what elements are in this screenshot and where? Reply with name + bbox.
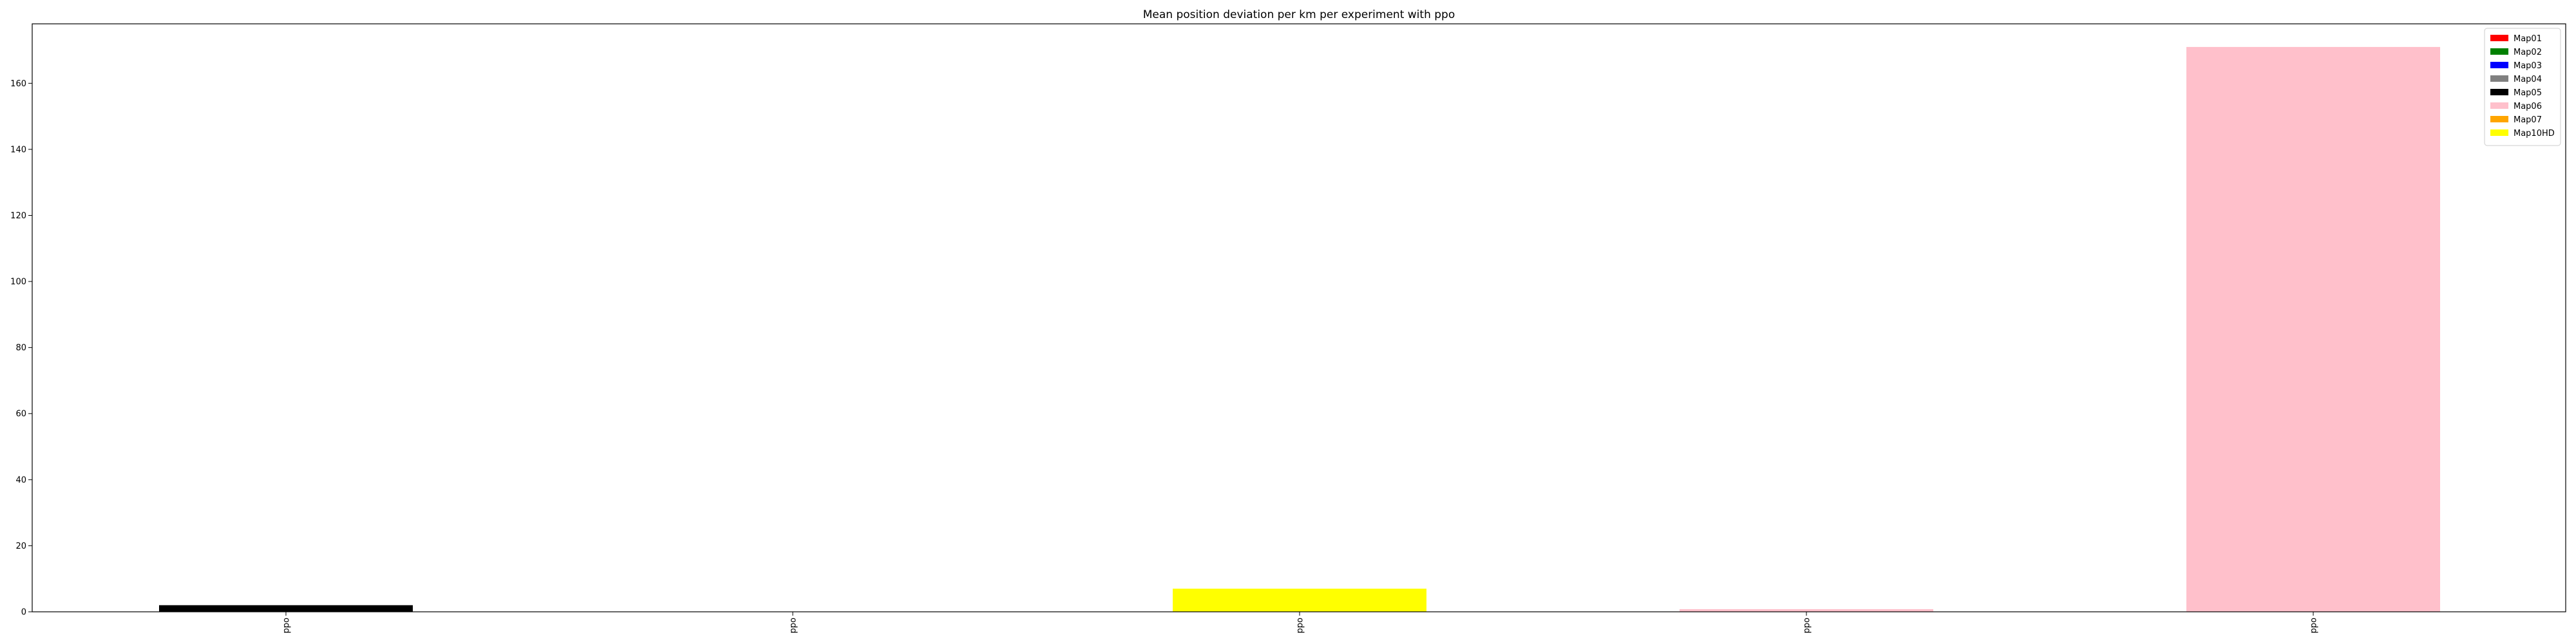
y-tick-label: 0: [21, 608, 26, 618]
y-tick-label: 60: [15, 410, 26, 419]
legend-label-map07: Map07: [2514, 115, 2542, 125]
legend-label-map05: Map05: [2514, 88, 2542, 98]
bars-layer: [159, 46, 2440, 612]
y-tick-label: 80: [15, 343, 26, 353]
legend: Map01 Map02 Map03 Map04 Map05 Map06 Map07 Map10…: [2484, 28, 2561, 146]
y-tick-label: 160: [10, 79, 26, 89]
y-axis: 0 20 40 60 80 100 120 140 160: [10, 79, 32, 618]
x-tick-label: ppo: [789, 618, 799, 634]
bar-map06-2: [1680, 609, 1933, 612]
legend-label-map02: Map02: [2514, 48, 2542, 57]
plot-frame: [32, 23, 2566, 612]
legend-frame: [2484, 28, 2561, 146]
legend-swatch-map02: [2490, 48, 2508, 55]
x-axis: ppo ppo ppo ppo ppo: [282, 612, 2319, 633]
legend-label-map04: Map04: [2514, 75, 2542, 84]
bar-map10hd-1: [1173, 589, 1426, 612]
legend-swatch-map04: [2490, 75, 2508, 82]
legend-swatch-map10hd: [2490, 129, 2508, 136]
bar-map06-3: [2186, 46, 2440, 612]
chart-title: Mean position deviation per km per exper…: [1143, 8, 1455, 21]
x-tick-label: ppo: [1803, 618, 1812, 634]
bar-map05-0: [159, 605, 413, 612]
legend-label-map06: Map06: [2514, 102, 2542, 111]
y-tick-label: 20: [15, 542, 26, 551]
y-tick-label: 40: [15, 475, 26, 485]
legend-swatch-map03: [2490, 62, 2508, 68]
x-tick-label: ppo: [2309, 618, 2319, 634]
legend-swatch-map07: [2490, 116, 2508, 122]
x-tick-label: ppo: [1296, 618, 1305, 634]
y-tick-label: 120: [10, 211, 26, 221]
legend-label-map10hd: Map10HD: [2514, 129, 2555, 138]
legend-swatch-map01: [2490, 35, 2508, 41]
legend-label-map03: Map03: [2514, 61, 2542, 71]
y-tick-label: 100: [10, 278, 26, 287]
legend-swatch-map06: [2490, 102, 2508, 109]
y-tick-label: 140: [10, 145, 26, 155]
x-tick-label: ppo: [282, 618, 292, 634]
legend-swatch-map05: [2490, 89, 2508, 95]
legend-label-map01: Map01: [2514, 34, 2542, 44]
